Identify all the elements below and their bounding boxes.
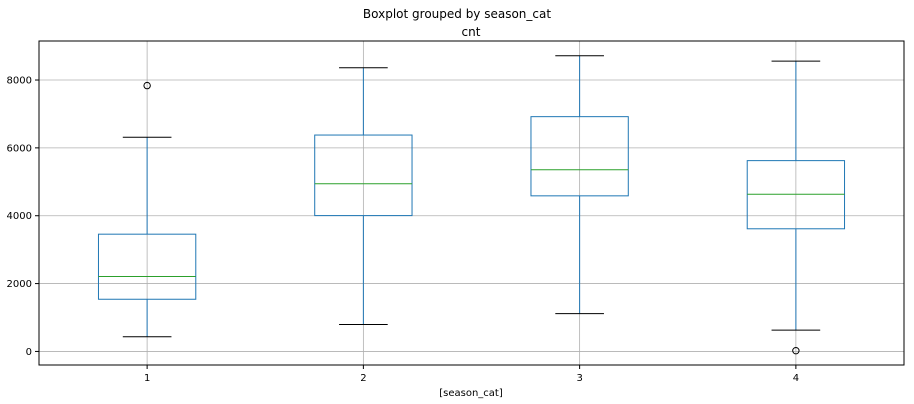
y-tick-label: 8000	[7, 76, 32, 87]
plot-frame	[38, 40, 905, 366]
x-axis-label: [season_cat]	[439, 388, 503, 399]
y-tick-label: 0	[26, 347, 32, 358]
box-iqr	[530, 116, 629, 197]
x-tick-label: 1	[144, 373, 150, 384]
boxes	[97, 55, 846, 355]
x-tick-label: 2	[360, 373, 366, 384]
box-group-1	[97, 81, 197, 338]
box-group-4	[746, 60, 846, 355]
outlier-point	[143, 81, 151, 90]
y-tick-label: 4000	[7, 211, 32, 222]
outlier-point	[792, 346, 800, 355]
chart-title: cnt	[462, 25, 481, 39]
ticks: 0 2000 4000 6000 8000 1 2 3 4	[7, 76, 800, 384]
grid-lines	[39, 41, 904, 365]
box-group-3	[530, 55, 629, 315]
box-iqr	[97, 233, 197, 300]
x-tick-label: 3	[576, 373, 582, 384]
y-tick-label: 2000	[7, 279, 32, 290]
y-tick-label: 6000	[7, 143, 32, 154]
chart-suptitle: Boxplot grouped by season_cat	[363, 7, 551, 21]
x-tick-label: 4	[793, 373, 799, 384]
box-iqr	[314, 134, 413, 217]
box-group-2	[314, 67, 413, 325]
